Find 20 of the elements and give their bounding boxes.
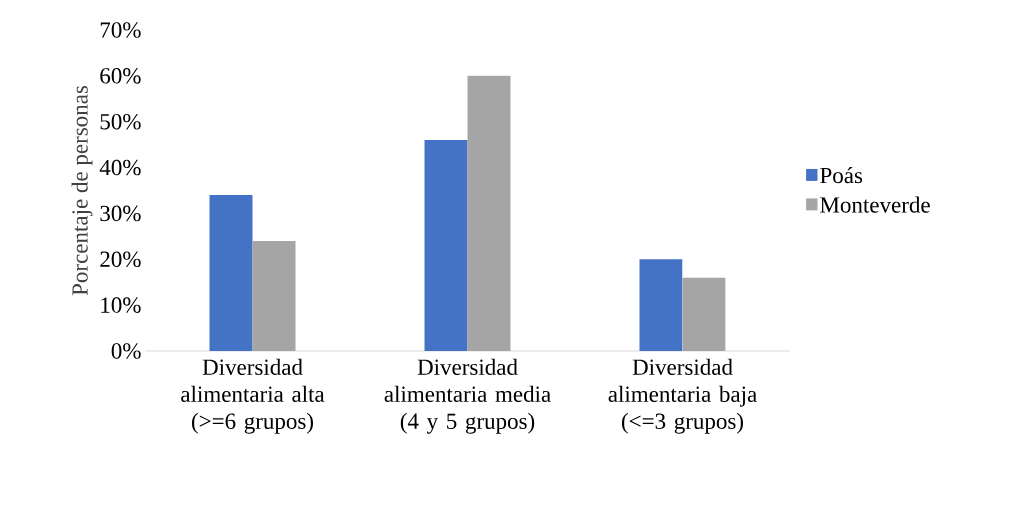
bar [424,140,468,351]
x-tick-label: Diversidad alimentaria media (4 y 5 grupos) [384,358,551,434]
y-tick-label: 30% [100,205,141,222]
legend-label: Monteverde [820,196,930,213]
y-tick-label: 70% [100,22,141,38]
bar [682,277,726,351]
y-tick-label: 0% [111,343,141,359]
y-tick-label: 40% [99,159,141,176]
x-tick-label: Diversidad alimentaria baja (<=3 grupos) [608,358,757,434]
bar [639,259,683,351]
bar [467,75,511,351]
y-tick-label: 10% [101,297,141,313]
y-axis-title: Porcentaje de personas [71,85,93,296]
bar [252,240,296,351]
x-tick-label: Diversidad alimentaria alta (>=6 grupos) [181,358,325,434]
y-tick-label: 60% [100,68,141,84]
y-tick-label: 20% [100,251,141,268]
y-tick-label: 50% [100,113,141,130]
legend-label: Poás [820,167,863,184]
bar [209,195,253,351]
